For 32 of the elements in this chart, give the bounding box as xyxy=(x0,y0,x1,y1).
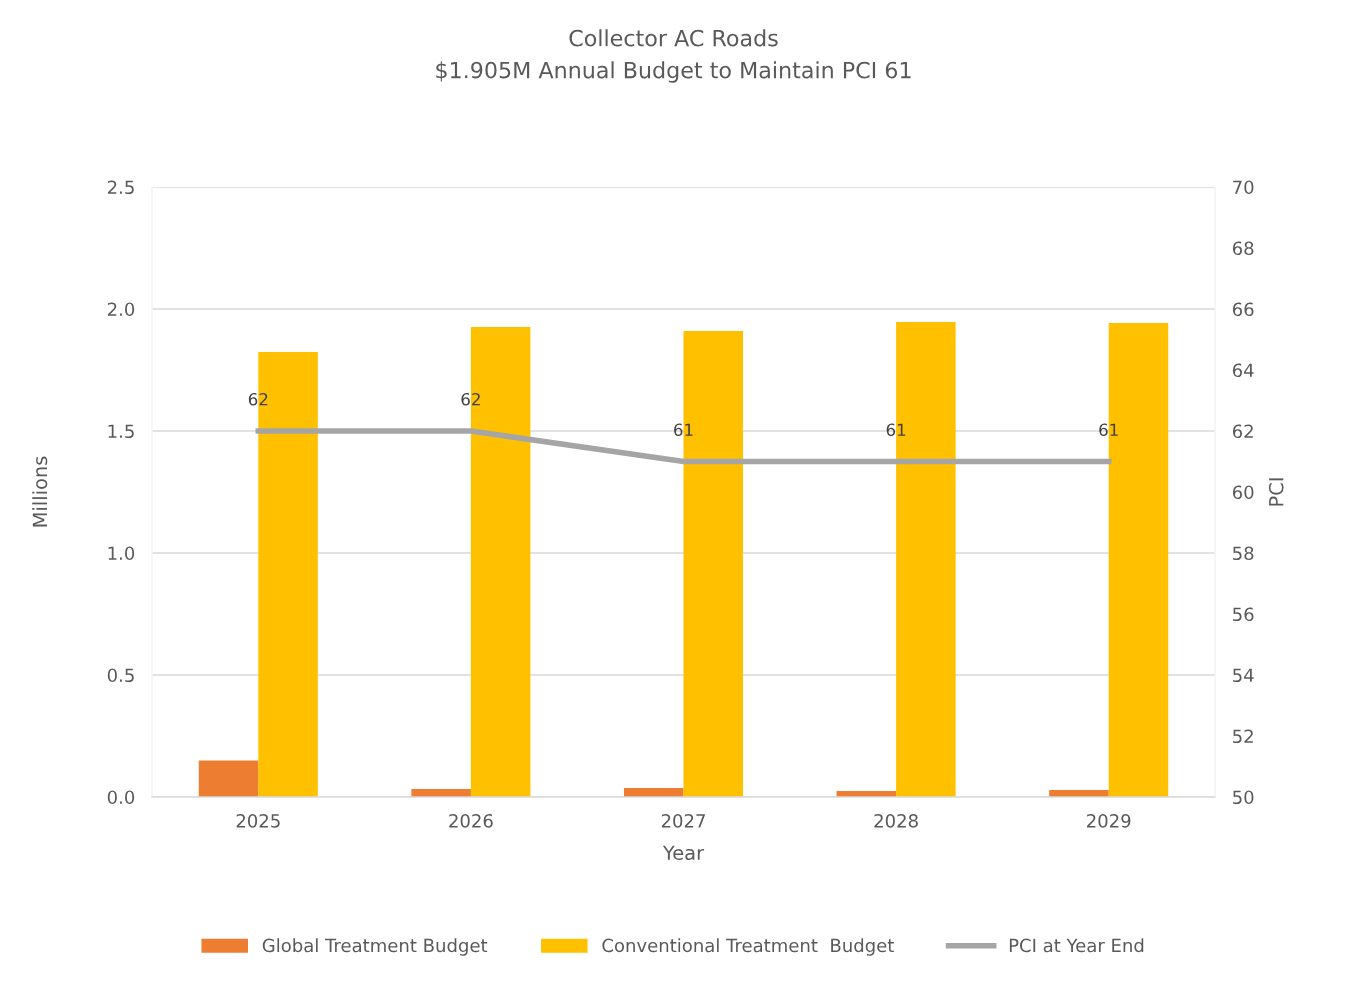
x-tick-label: 2029 xyxy=(1087,813,1131,828)
x-tick-label: 2027 xyxy=(661,813,705,828)
y2-tick-label: 64 xyxy=(1232,363,1254,378)
chart-title: Collector AC Roads xyxy=(569,29,778,47)
y2-tick-label: 62 xyxy=(1232,424,1253,439)
x-tick-label: 2026 xyxy=(449,813,493,828)
y-tick-label: 0.5 xyxy=(107,668,134,683)
y-tick-label: 1.0 xyxy=(108,546,135,561)
legend-label: PCI at Year End xyxy=(1009,938,1144,953)
y2-tick-label: 54 xyxy=(1233,668,1254,683)
y2-axis-title: PCI xyxy=(1268,478,1284,506)
y-tick-label: 1.5 xyxy=(108,424,134,439)
y-tick-label: 2.0 xyxy=(107,302,135,317)
y2-tick-label: 58 xyxy=(1233,546,1254,561)
y2-tick-label: 52 xyxy=(1233,729,1253,744)
y2-tick-label: 60 xyxy=(1232,485,1254,500)
x-tick-label: 2028 xyxy=(874,813,918,828)
bar xyxy=(198,760,259,797)
data-label: 61 xyxy=(674,423,693,437)
x-axis-title: Year xyxy=(662,845,705,861)
y-axis-title: Millions xyxy=(32,456,48,527)
y-tick-label: 2.5 xyxy=(107,180,134,195)
x-tick-label: 2025 xyxy=(236,813,280,828)
y2-tick-label: 66 xyxy=(1232,302,1254,317)
y-tick-label: 0.0 xyxy=(107,790,135,805)
chart-subtitle: $1.905M Annual Budget to Maintain PCI 61 xyxy=(436,61,911,83)
y2-tick-label: 70 xyxy=(1233,180,1254,195)
legend-label: Conventional Treatment Budget xyxy=(602,938,894,956)
legend-label: Global Treatment Budget xyxy=(262,938,488,956)
y2-tick-label: 56 xyxy=(1233,607,1254,622)
y2-tick-label: 68 xyxy=(1232,241,1254,256)
y2-tick-label: 50 xyxy=(1233,790,1254,805)
